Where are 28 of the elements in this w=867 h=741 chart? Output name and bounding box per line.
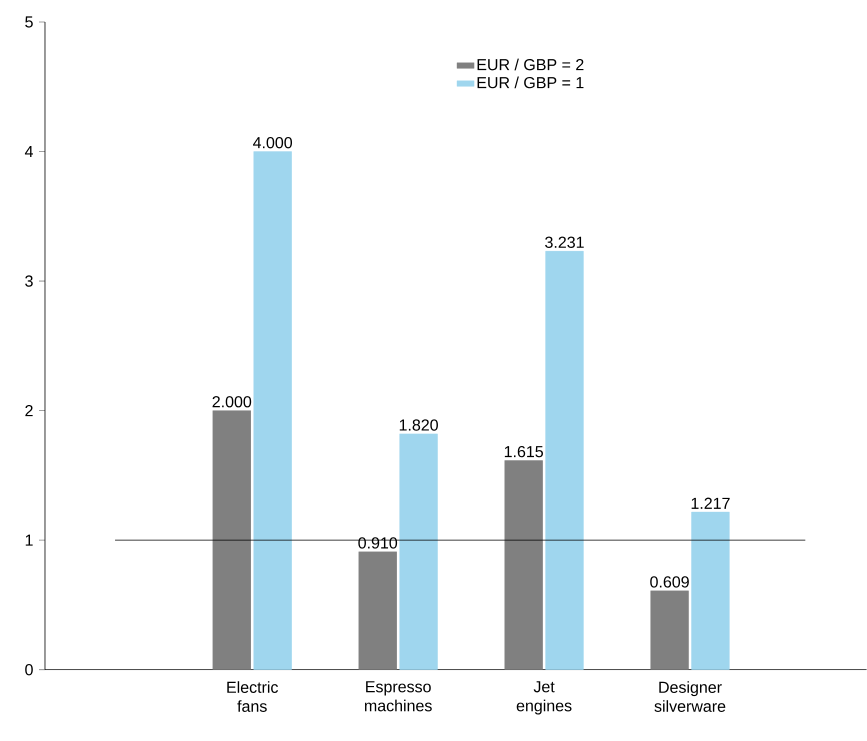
data-label: 0.910: [358, 537, 398, 549]
bar: [253, 151, 292, 670]
x-tick-label: Espresso machines: [364, 681, 432, 712]
bar: [545, 251, 584, 670]
data-label: 1.217: [692, 498, 730, 509]
data-label: 1.615: [504, 446, 543, 458]
data-label: 4.000: [252, 137, 292, 148]
bar: [650, 590, 689, 670]
data-label: 3.231: [545, 236, 584, 248]
y-tick-label: 1: [26, 534, 33, 546]
legend-label: EUR / GBP = 1: [478, 76, 584, 88]
x-tick-label: Designer silverware: [654, 681, 726, 712]
bar: [212, 410, 251, 670]
data-label: 1.820: [400, 420, 438, 431]
bar: [399, 434, 438, 670]
bar: [691, 512, 730, 670]
bar: [358, 552, 397, 670]
y-tick-label: 2: [25, 405, 33, 416]
x-tick-label: Jet engines: [516, 681, 572, 715]
x-tick-label: Electric fans: [227, 681, 278, 712]
y-tick-label: 0: [25, 664, 33, 676]
y-tick-label: 3: [25, 276, 33, 287]
legend-label: EUR / GBP = 2: [478, 58, 584, 70]
y-tick-label: 4: [24, 146, 33, 158]
data-label: 2.000: [212, 396, 252, 408]
bar: [504, 460, 543, 670]
y-tick-label: 5: [25, 16, 33, 28]
data-label: 0.609: [650, 576, 689, 588]
